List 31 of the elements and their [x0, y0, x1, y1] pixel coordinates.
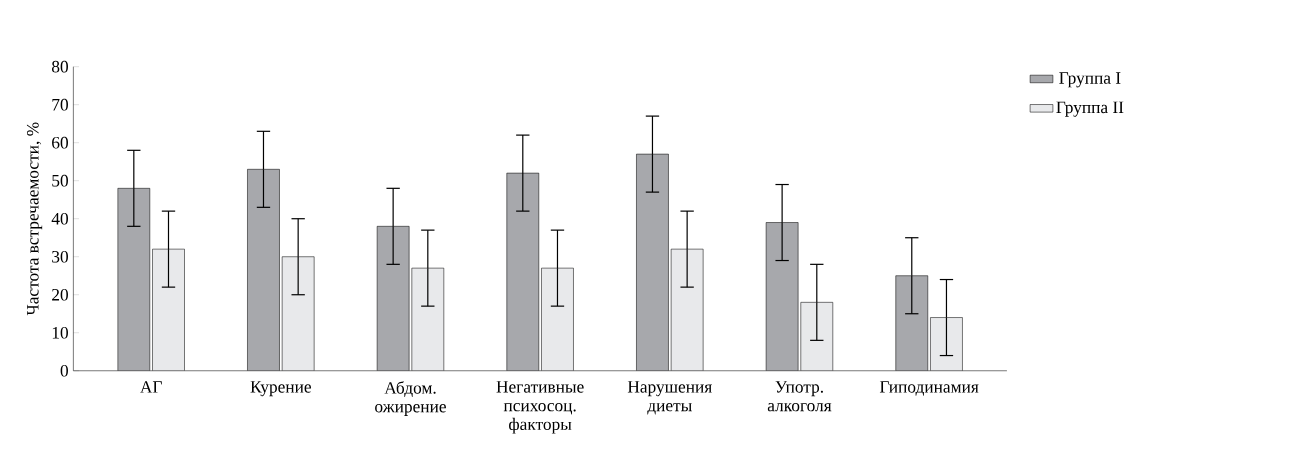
y-tick-label: 30 — [52, 250, 68, 263]
y-tick-label: 0 — [60, 364, 68, 377]
y-axis-title: Частота встречаемости, % — [26, 122, 43, 316]
bar — [671, 248, 704, 371]
legend-label: Группа I — [1059, 72, 1121, 88]
y-tick-label: 70 — [52, 98, 68, 111]
x-tick-label: Нарушения диеты — [627, 380, 712, 415]
bar — [117, 188, 150, 371]
bar — [766, 222, 799, 371]
bar — [411, 267, 444, 371]
x-tick-label: Употр. алкоголя — [767, 380, 832, 412]
y-tick-label: 40 — [51, 212, 68, 225]
bar — [282, 256, 315, 371]
x-tick-label: Гиподинамия — [879, 380, 979, 396]
x-tick-label: Курение — [250, 380, 311, 397]
y-tick-label: 20 — [52, 288, 68, 301]
legend-label: Группа II — [1056, 101, 1124, 117]
bar — [541, 267, 574, 371]
y-tick-label: 10 — [52, 326, 68, 339]
bar — [895, 275, 929, 371]
bar — [152, 248, 185, 371]
x-tick-label: Абдом. ожирение — [375, 380, 446, 416]
bar — [506, 172, 539, 371]
bar — [377, 226, 410, 371]
bar — [247, 169, 280, 371]
bar — [636, 153, 669, 371]
y-tick-label: 60 — [52, 136, 68, 149]
y-tick-label: 50 — [52, 174, 68, 187]
x-tick-label: АГ — [140, 380, 162, 393]
y-tick-label: 80 — [51, 60, 68, 73]
x-tick-label: Негативные психосоц. факторы — [496, 380, 584, 434]
